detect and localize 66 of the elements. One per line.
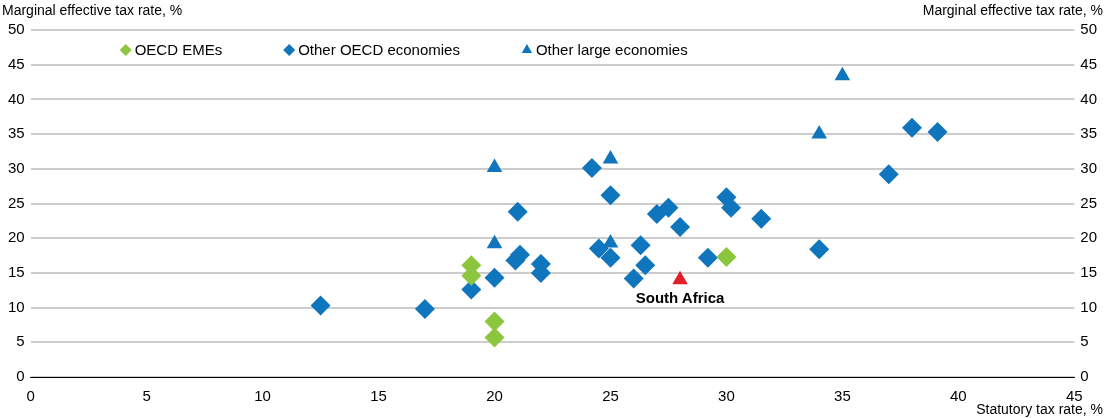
legend-label: Other OECD economies <box>298 41 460 59</box>
y2-tick-label: 10 <box>1080 297 1097 315</box>
point <box>310 295 331 316</box>
point <box>602 150 619 164</box>
y-tick-label: 30 <box>8 158 25 176</box>
y-tick-label: 25 <box>8 193 25 211</box>
x-tick-label: 25 <box>602 387 619 405</box>
y2-tick-label: 45 <box>1080 54 1097 72</box>
y2-tick-label: 25 <box>1080 193 1097 211</box>
point <box>670 217 691 238</box>
point <box>716 246 737 267</box>
legend-label: OECD EMEs <box>134 41 223 59</box>
x-tick-label: 40 <box>950 387 967 405</box>
y2-tick-label: 0 <box>1080 367 1089 385</box>
point <box>486 234 503 249</box>
point <box>751 208 772 229</box>
point <box>414 298 435 319</box>
point <box>809 239 830 260</box>
point <box>658 197 679 218</box>
y2-tick-label: 35 <box>1080 124 1097 142</box>
point <box>927 122 948 143</box>
x-tick-label: 30 <box>718 387 735 405</box>
point <box>600 185 621 206</box>
point <box>630 235 651 256</box>
y2-tick-label: 50 <box>1080 20 1097 38</box>
x-tick-label: 35 <box>834 387 851 405</box>
point <box>507 201 528 222</box>
legend-label: Other large economies <box>535 41 688 59</box>
y-tick-label: 45 <box>8 54 25 72</box>
point <box>623 268 644 289</box>
y-tick-label: 50 <box>8 20 25 38</box>
y-tick-label: 10 <box>8 297 25 315</box>
point <box>646 203 667 224</box>
x-tick-label: 15 <box>370 387 387 405</box>
y2-tick-label: 30 <box>1080 158 1097 176</box>
y2-tick-label: 5 <box>1080 332 1089 350</box>
point <box>602 234 619 248</box>
y-tick-label: 5 <box>16 332 25 350</box>
y-tick-label: 0 <box>16 367 25 385</box>
x-tick-label: 20 <box>486 387 503 405</box>
point <box>635 255 656 276</box>
y2-tick-label: 20 <box>1080 228 1097 246</box>
point <box>901 117 922 138</box>
y-tick-label: 35 <box>8 124 25 142</box>
point <box>721 197 742 218</box>
y-tick-label: 20 <box>8 228 25 246</box>
point <box>484 311 505 332</box>
point <box>834 66 851 81</box>
x-tick-label: 10 <box>254 387 271 405</box>
point <box>811 125 827 139</box>
point <box>697 247 718 268</box>
y-tick-label: 15 <box>8 263 25 281</box>
y-tick-label: 40 <box>8 89 25 107</box>
annotation: South Africa <box>635 289 726 307</box>
point <box>878 164 899 185</box>
y2-tick-label: 15 <box>1080 263 1097 281</box>
x-tick-label: 5 <box>142 387 151 405</box>
point <box>600 247 621 268</box>
point <box>588 238 609 259</box>
point <box>581 158 602 179</box>
y2-axis-title: Marginal effective tax rate, % <box>922 1 1103 18</box>
point <box>484 267 505 288</box>
point <box>486 158 503 172</box>
y2-tick-label: 40 <box>1080 89 1097 107</box>
y-axis-title: Marginal effective tax rate, % <box>2 1 183 18</box>
point <box>484 327 505 348</box>
